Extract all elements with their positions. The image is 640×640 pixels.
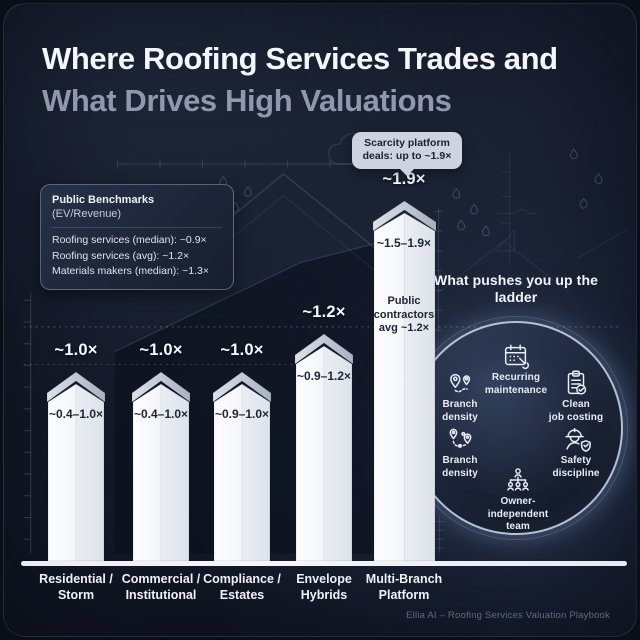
title-line-2: What Drives High Valuations xyxy=(42,83,452,118)
infographic-card: What pushes you up the ladder Recurring … xyxy=(3,3,637,637)
category-label-compliance-estates: Compliance / Estates xyxy=(203,572,281,602)
callout-line-1: Scarcity platform xyxy=(364,137,450,149)
ladder-item-branch-density-3: Branch density xyxy=(413,424,507,480)
scarcity-callout-bubble: Scarcity platform deals: up to ~1.9× xyxy=(352,132,462,176)
benchmarks-title-rest: (EV/Revenue) xyxy=(52,208,122,220)
page-title: Where Roofing Services Trades and What D… xyxy=(42,38,558,122)
category-label-envelope-hybrids: Envelope Hybrids xyxy=(296,572,352,602)
benchmark-row: Roofing services (median): ~0.9× xyxy=(52,234,207,246)
category-label-residential-storm: Residential / Storm xyxy=(39,572,113,602)
ladder-item-branch-density-1: Branch density xyxy=(413,368,507,424)
public-benchmarks-box: Public Benchmarks (EV/Revenue) Roofing s… xyxy=(40,184,234,290)
ladder-item-clean-job-costing-2: Clean job costing xyxy=(529,368,623,424)
title-line-1: Where Roofing Services Trades and xyxy=(42,41,558,76)
bar-value-label: ~1.0× xyxy=(54,341,98,359)
ladder-item-label: Clean job costing xyxy=(548,399,604,423)
value-ladder-circle xyxy=(404,316,628,540)
benchmarks-title: Public Benchmarks (EV/Revenue) xyxy=(52,193,222,221)
callout-value: ~1.9× xyxy=(424,150,452,162)
footer-credit: Ellia AI – Roofing Services Valuation Pl… xyxy=(406,610,610,621)
ladder-item-label: Owner-independent team xyxy=(487,496,549,532)
ladder-item-safety-discipline-4: Safety discipline xyxy=(529,424,623,480)
ladder-items: Recurring maintenance Branch density Clean… xyxy=(4,4,636,636)
ladder-item-recurring-maintenance-0: Recurring maintenance xyxy=(469,341,563,397)
ladder-item-label: Safety discipline xyxy=(552,455,600,479)
benchmark-row: Roofing services (avg): ~1.2× xyxy=(52,249,190,262)
benchmarks-title-bold: Public Benchmarks xyxy=(52,194,155,206)
bar-residential-storm xyxy=(46,371,106,561)
category-labels: Residential / Storm Commercial / Institut… xyxy=(4,4,636,636)
chart-baseline xyxy=(21,561,627,566)
ladder-item-label: Branch density xyxy=(442,455,478,479)
ladder-item-label: Branch density xyxy=(442,399,478,423)
category-label-commercial-institutional: Commercial / Institutional xyxy=(121,572,201,602)
benchmark-row: Materials makers (median): ~1.3× xyxy=(52,265,209,277)
category-label-multi-branch-platform: Multi-Branch Platform xyxy=(365,572,443,602)
benchmarks-divider xyxy=(52,227,222,228)
ladder-item-label: Recurring maintenance xyxy=(484,372,548,396)
ladder-item-owner-independent-team-5: Owner-independent team xyxy=(471,465,565,534)
bar-value-label: ~1.9× xyxy=(359,170,449,189)
ladder-heading: What pushes you up the ladder xyxy=(434,272,598,305)
bar-range-label: ~0.4–1.0× xyxy=(48,407,104,421)
callout-line-2: deals: up to xyxy=(362,150,425,162)
